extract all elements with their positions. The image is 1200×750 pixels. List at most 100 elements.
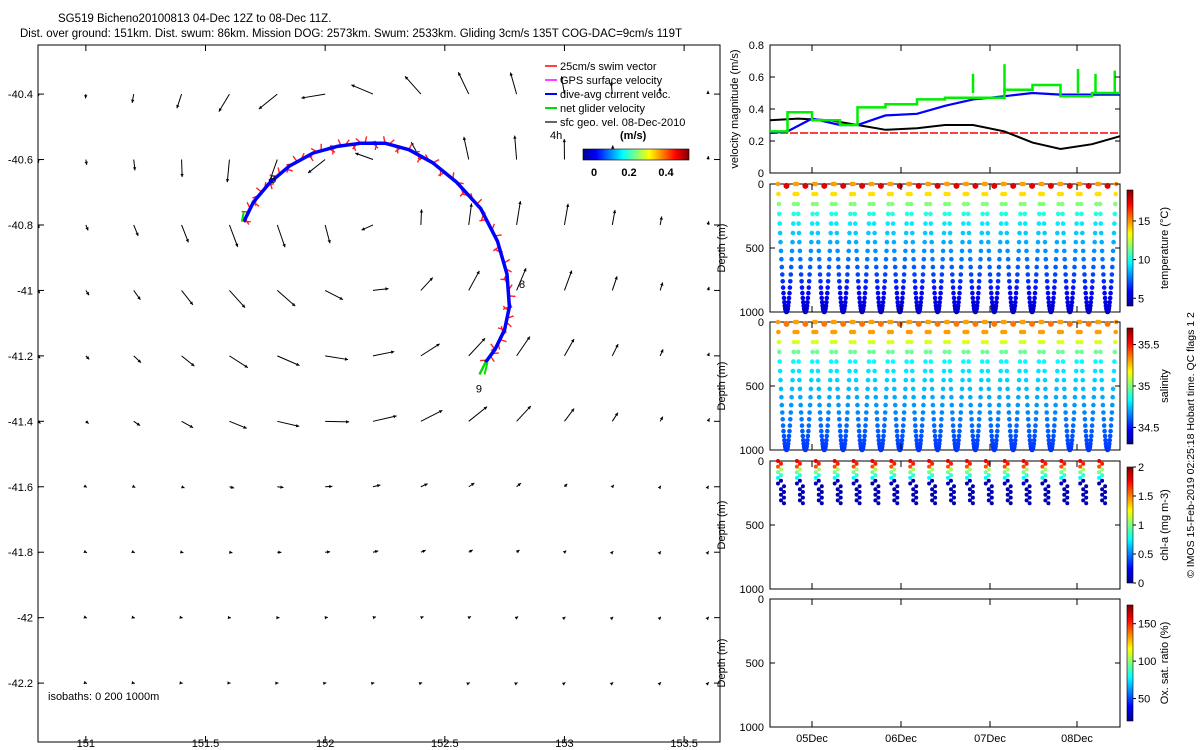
- section-sample: [1008, 501, 1013, 506]
- current-arrowhead: [189, 424, 194, 428]
- section-sample: [889, 201, 895, 207]
- section-sample: [919, 295, 924, 301]
- section-sample: [892, 248, 897, 254]
- section-sample: [786, 433, 792, 439]
- section-sample: [1033, 279, 1039, 284]
- section-sample: [825, 417, 831, 422]
- section-sample: [776, 339, 782, 345]
- section-sample: [1025, 417, 1031, 422]
- section-sample: [777, 368, 783, 374]
- section-sample: [1089, 285, 1095, 290]
- section-sample: [835, 461, 840, 466]
- section-sample: [1097, 459, 1102, 463]
- section-sample: [859, 182, 866, 189]
- section-sample: [941, 368, 947, 374]
- section-y-tick-label: 0: [758, 317, 764, 329]
- section-sample: [1080, 368, 1085, 374]
- section-sample: [810, 211, 815, 217]
- section-sample: [1093, 349, 1099, 355]
- section-sample: [871, 339, 876, 345]
- section-sample: [805, 295, 811, 301]
- section-sample: [952, 495, 956, 500]
- section-sample: [1040, 181, 1045, 187]
- current-arrowhead: [235, 243, 239, 247]
- section-sample: [1063, 272, 1068, 277]
- section-sample: [1112, 221, 1117, 226]
- section-sample: [997, 377, 1003, 383]
- section-sample: [798, 264, 803, 270]
- section-sample: [776, 470, 780, 475]
- section-sample: [798, 402, 803, 408]
- section-sample: [791, 211, 796, 217]
- section-sample: [776, 201, 782, 207]
- section-sample: [1081, 467, 1086, 472]
- section-sample: [967, 461, 972, 466]
- section-sample: [1053, 256, 1059, 262]
- section-sample: [1050, 303, 1055, 309]
- section-sample: [1034, 264, 1039, 270]
- section-sample: [933, 300, 938, 305]
- section-sample: [988, 279, 993, 284]
- section-sample: [864, 256, 870, 262]
- current-arrowhead: [229, 550, 233, 554]
- section-sample: [1078, 201, 1084, 207]
- section-sample: [1036, 368, 1041, 374]
- section-sample: [1062, 487, 1067, 492]
- section-sample: [779, 402, 785, 408]
- section-sample: [1059, 470, 1064, 475]
- section-sample: [855, 402, 860, 408]
- section-sample: [833, 201, 838, 207]
- current-arrowhead: [706, 156, 710, 160]
- current-arrowhead: [527, 406, 531, 410]
- colorbar-tick-label: 100: [1138, 656, 1156, 668]
- section-sample: [1084, 484, 1089, 489]
- section-y-tick-label: 1000: [740, 722, 764, 734]
- section-sample: [794, 319, 800, 325]
- current-arrowhead: [85, 226, 89, 231]
- section-sample: [1016, 239, 1022, 245]
- section-sample: [1083, 285, 1088, 290]
- section-sample: [871, 211, 876, 217]
- section-sample: [782, 300, 787, 305]
- legend-gps-velocity: GPS surface velocity: [560, 75, 663, 87]
- section-sample: [1081, 402, 1087, 408]
- section-sample: [1111, 368, 1117, 374]
- section-sample: [1037, 211, 1042, 217]
- section-sample: [870, 475, 875, 480]
- section-sample: [1074, 359, 1079, 364]
- section-sample: [1040, 319, 1045, 325]
- section-sample: [902, 264, 907, 270]
- section-sample: [1108, 290, 1113, 296]
- section-sample: [827, 377, 833, 383]
- section-sample: [910, 377, 916, 383]
- section-sample: [1007, 423, 1013, 428]
- section-sample: [780, 417, 785, 422]
- current-arrowhead: [609, 551, 614, 555]
- section-sample: [913, 290, 918, 296]
- section-sample: [1103, 300, 1108, 305]
- section-sample: [1014, 285, 1019, 290]
- current-arrowhead: [609, 616, 614, 621]
- section-sample: [809, 368, 815, 374]
- section-sample: [870, 481, 875, 486]
- section-sample: [845, 272, 850, 277]
- section-sample: [1043, 478, 1048, 483]
- section-sample: [786, 438, 791, 443]
- current-arrowhead: [609, 682, 614, 686]
- section-sample: [1080, 239, 1086, 245]
- section-sample: [911, 478, 916, 483]
- section-sample: [980, 349, 985, 355]
- section-sample: [986, 256, 992, 262]
- section-sample: [1084, 300, 1089, 305]
- section-sample: [1043, 473, 1048, 478]
- colorbar-tick-label: 1.5: [1138, 491, 1153, 503]
- section-sample: [997, 386, 1003, 392]
- section-sample: [1100, 473, 1105, 478]
- current-arrowhead: [393, 414, 397, 419]
- section-sample: [806, 423, 812, 428]
- section-sample: [1037, 201, 1042, 207]
- section-sample: [999, 211, 1004, 217]
- section-sample: [1091, 248, 1097, 254]
- section-sample: [1101, 272, 1106, 277]
